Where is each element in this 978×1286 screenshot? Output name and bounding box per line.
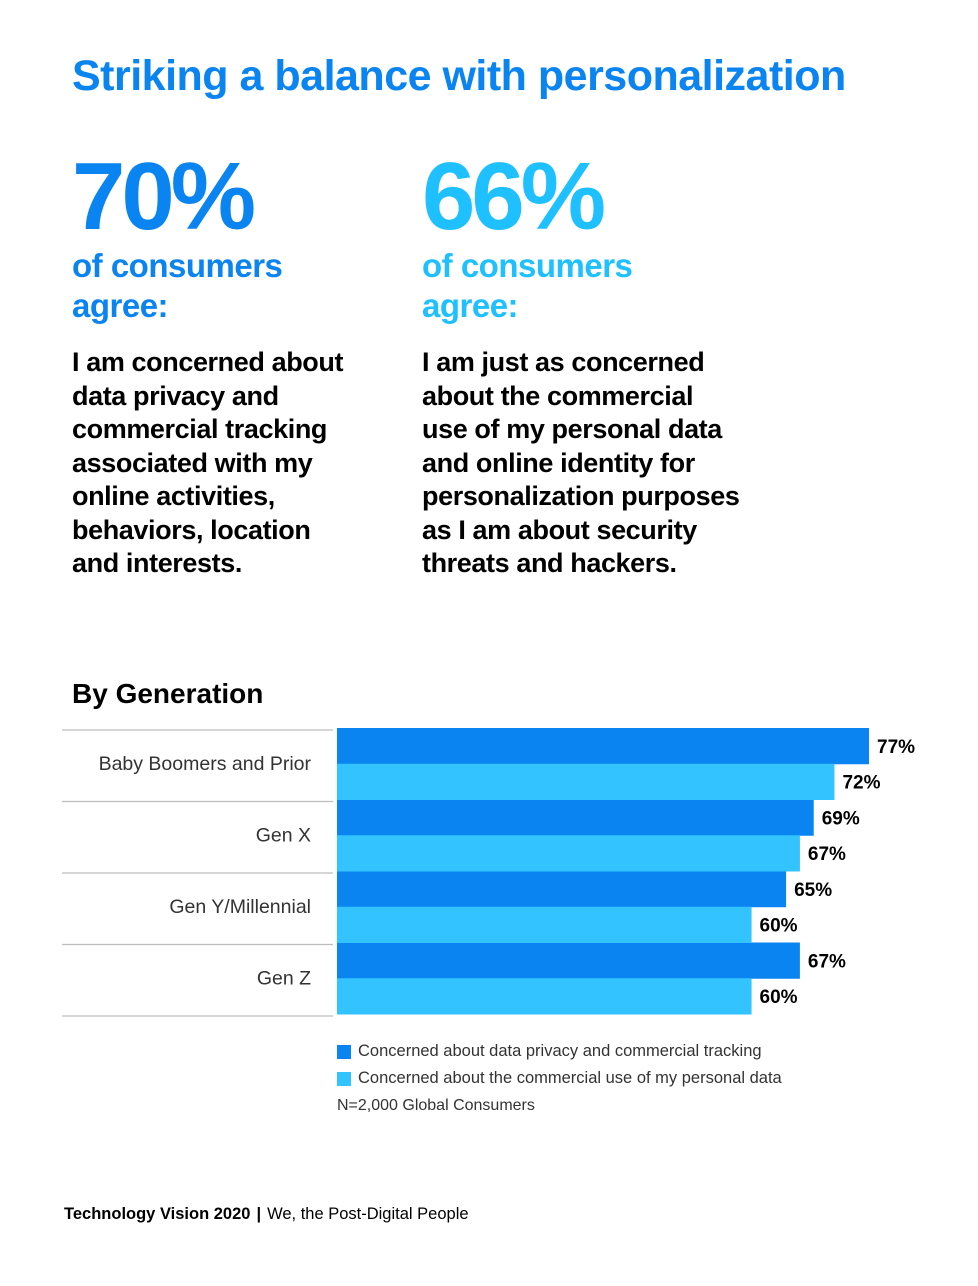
quote-line: commercial tracking bbox=[72, 414, 328, 444]
data-label: 65% bbox=[794, 880, 832, 901]
bar bbox=[337, 906, 752, 943]
quote-line: and interests. bbox=[72, 548, 242, 578]
data-label: 67% bbox=[808, 844, 846, 865]
quote-line: and online identity for bbox=[422, 447, 695, 478]
bar bbox=[337, 871, 787, 908]
stat-subtitle: of consumers agree: bbox=[72, 246, 402, 326]
footer-separator: | bbox=[256, 1205, 262, 1223]
category-label: Baby Boomers and Prior bbox=[99, 753, 312, 775]
footer-tagline: We, the Post-Digital People bbox=[267, 1205, 469, 1223]
category-label: Gen X bbox=[256, 824, 311, 846]
bar bbox=[337, 799, 814, 836]
stat-subtitle: of consumers agree: bbox=[422, 246, 802, 326]
quote-line: personalization purposes bbox=[422, 481, 740, 511]
stat-subtitle-line: of consumers bbox=[422, 247, 633, 284]
quote-line: associated with my bbox=[72, 447, 313, 478]
quote-line: threats and hackers. bbox=[422, 548, 677, 578]
quote-line: about the commercial bbox=[422, 380, 694, 411]
stat-quote: I am just as concerned about the commerc… bbox=[422, 346, 802, 581]
stat-block-personalization: 66% of consumers agree: I am just as con… bbox=[422, 148, 802, 581]
section-title: By Generation bbox=[72, 678, 264, 709]
category-label: Gen Z bbox=[257, 967, 311, 989]
stat-block-privacy: 70% of consumers agree: I am concerned a… bbox=[72, 148, 402, 581]
legend-item-privacy: Concerned about data privacy and commerc… bbox=[337, 1038, 782, 1065]
data-label: 60% bbox=[760, 987, 798, 1008]
stat-value: 66% bbox=[422, 143, 606, 250]
stat-subtitle-line: agree: bbox=[422, 287, 519, 324]
legend-swatch-primary bbox=[337, 1044, 351, 1059]
bar bbox=[337, 835, 800, 872]
legend-item-personal-data: Concerned about the commercial use of my… bbox=[337, 1065, 782, 1092]
legend-label: Concerned about the commercial use of my… bbox=[358, 1069, 782, 1087]
bar bbox=[337, 728, 869, 765]
data-label: 72% bbox=[842, 773, 880, 794]
data-label: 67% bbox=[808, 951, 846, 972]
legend-label: Concerned about data privacy and commerc… bbox=[358, 1042, 762, 1060]
bar bbox=[337, 942, 800, 979]
data-label: 60% bbox=[760, 916, 798, 937]
legend-swatch-secondary bbox=[337, 1071, 351, 1086]
quote-line: use of my personal data bbox=[422, 414, 722, 444]
quote-line: data privacy and bbox=[72, 380, 279, 411]
data-label: 77% bbox=[877, 737, 915, 758]
stat-subtitle-line: agree: bbox=[72, 287, 169, 324]
page-title: Striking a balance with personalization bbox=[72, 52, 846, 100]
category-label: Gen Y/Millennial bbox=[169, 896, 311, 918]
quote-line: online activities, bbox=[72, 481, 275, 511]
stat-subtitle-line: of consumers bbox=[72, 247, 283, 284]
quote-line: I am just as concerned bbox=[422, 347, 705, 377]
chart-legend: Concerned about data privacy and commerc… bbox=[337, 1038, 782, 1119]
stat-value: 70% bbox=[72, 143, 256, 250]
sample-note: N=2,000 Global Consumers bbox=[337, 1097, 535, 1114]
quote-line: as I am about security bbox=[422, 514, 697, 545]
footer: Technology Vision 2020 | We, the Post-Digi… bbox=[64, 1205, 469, 1224]
quote-line: I am concerned about bbox=[72, 347, 344, 377]
quote-line: behaviors, location bbox=[72, 514, 311, 545]
generation-bar-chart: Baby Boomers and Prior Gen X Gen Y/Millenn… bbox=[62, 728, 915, 1017]
bar bbox=[337, 763, 835, 800]
stat-quote: I am concerned about data privacy and co… bbox=[72, 346, 402, 581]
bar bbox=[337, 978, 752, 1015]
data-label: 69% bbox=[822, 808, 860, 829]
footer-brand: Technology Vision 2020 bbox=[64, 1205, 251, 1223]
